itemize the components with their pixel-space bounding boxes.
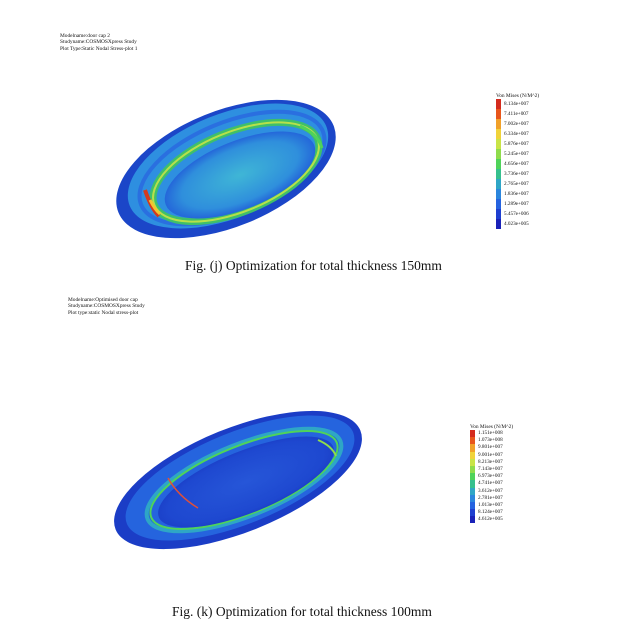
- legend-swatch: [470, 444, 475, 452]
- legend-swatch: [496, 209, 501, 219]
- legend-value: 8.124e+007: [478, 509, 503, 516]
- legend-swatch: [496, 129, 501, 139]
- legend-swatch: [470, 458, 475, 466]
- figure-k-legend-values: 1.151e+008 1.073e+008 9.801e+007 9.001e+007…: [478, 430, 503, 523]
- legend-swatch: [470, 509, 475, 517]
- figure-j-model-name: Modelname:door cap 2: [60, 33, 110, 39]
- legend-swatch: [470, 501, 475, 510]
- legend-swatch: [496, 169, 501, 179]
- legend-swatch: [496, 139, 501, 149]
- legend-value: 3.612e+007: [478, 487, 503, 494]
- legend-swatch: [496, 179, 501, 189]
- legend-swatch: [496, 149, 501, 159]
- legend-value: 4.612e+005: [478, 516, 503, 523]
- figure-k-color-bar: [470, 430, 475, 524]
- legend-value: 2.781e+007: [478, 494, 503, 501]
- legend-swatch: [470, 451, 475, 459]
- figure-j-door-cap-model: [116, 99, 336, 239]
- figure-j-study-name: Studyname:COSMOSXpress Study: [60, 39, 137, 46]
- figure-k-plot-type: Plot type:static Nodal stress-plot: [68, 309, 139, 316]
- legend-swatch: [496, 119, 501, 129]
- figure-j-legend-values: 8.134e+007 7.411e+007 7.002e+007 6.334e+007…: [504, 99, 529, 229]
- legend-value: 5.876e+007: [504, 141, 529, 147]
- figure-k-caption: Fig. (k) Optimization for total thicknes…: [172, 604, 432, 619]
- figure-j-caption: Fig. (j) Optimization for total thicknes…: [185, 258, 442, 273]
- figure-k-legend: Von Mises (N/M^2) 1.151e+008 1.073e+008 9.…: [470, 424, 514, 524]
- legend-value: 4.741e+007: [478, 480, 503, 487]
- figure-k-study-name: Studyname:COSMOSXpress Study: [68, 303, 145, 310]
- legend-swatch: [496, 109, 501, 119]
- figure-k-door-cap-model: [114, 410, 362, 550]
- legend-swatch: [470, 487, 475, 495]
- figure-k-header: Modelname:Optimised door cap Studyname:C…: [68, 297, 145, 316]
- legend-value: 7.411e+007: [504, 111, 529, 117]
- legend-swatch: [470, 494, 475, 502]
- legend-value: 7.002e+007: [504, 121, 529, 127]
- legend-value: 5.245e+007: [504, 151, 529, 157]
- legend-value: 6.334e+007: [504, 131, 529, 137]
- figure-j-legend: Von Mises (N/M^2) 8.134e+007 7.411e+007 7.…: [496, 93, 539, 229]
- figure-j-plot-type: Plot Type:Static Nodal Stress-plot 1: [60, 45, 138, 52]
- figure-j-header: Modelname:door cap 2 Studyname:COSMOSXpr…: [60, 33, 137, 52]
- legend-value: 4.023e+005: [504, 221, 529, 227]
- legend-value: 3.736e+007: [504, 171, 529, 177]
- legend-value: 9.801e+007: [478, 444, 503, 451]
- legend-swatch: [496, 99, 501, 109]
- figure-k-model-name: Modelname:Optimised door cap: [68, 297, 138, 303]
- legend-value: 1.013e+007: [478, 501, 503, 508]
- legend-swatch: [470, 437, 475, 445]
- figure-k-legend-title: Von Mises (N/M^2): [470, 424, 514, 430]
- legend-swatch: [470, 480, 475, 488]
- legend-value: 8.213e+007: [478, 458, 503, 465]
- legend-swatch: [470, 430, 475, 438]
- legend-swatch: [496, 199, 501, 209]
- figure-j-color-bar: [496, 99, 501, 229]
- legend-value: 1.151e+008: [478, 430, 503, 436]
- legend-value: 6.973e+007: [478, 473, 503, 480]
- legend-value: 7.143e+007: [478, 465, 503, 472]
- legend-swatch: [496, 219, 501, 229]
- legend-swatch: [496, 189, 501, 199]
- legend-swatch: [470, 473, 475, 481]
- legend-swatch: [496, 159, 501, 169]
- legend-swatch: [470, 465, 475, 474]
- legend-value: 8.134e+007: [504, 101, 529, 107]
- figure-j-legend-title: Von Mises (N/M^2): [496, 93, 540, 99]
- legend-value: 1.073e+008: [478, 437, 503, 444]
- legend-value: 1.836e+007: [504, 191, 529, 197]
- legend-value: 9.001e+007: [478, 451, 503, 458]
- legend-value: 5.457e+006: [504, 211, 529, 217]
- legend-value: 1.289e+007: [504, 201, 529, 207]
- legend-value: 4.656e+007: [504, 161, 529, 167]
- legend-value: 2.765e+007: [504, 181, 529, 187]
- legend-swatch: [470, 516, 475, 524]
